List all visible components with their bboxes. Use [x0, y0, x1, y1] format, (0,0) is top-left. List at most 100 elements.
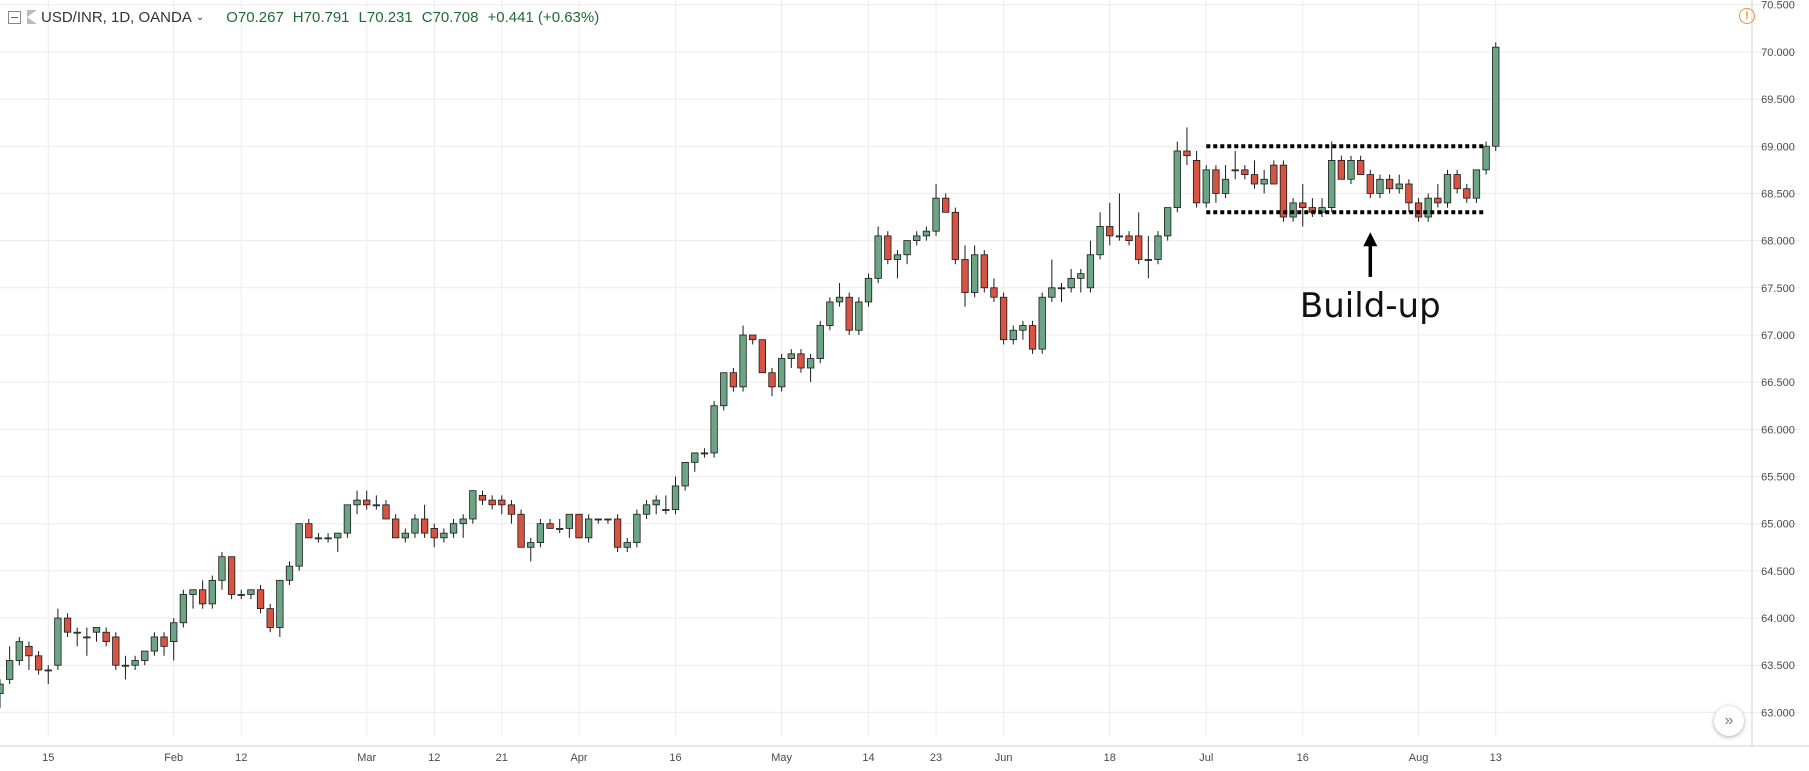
price-tick-label: 66.000: [1761, 424, 1795, 436]
candle-body: [343, 504, 352, 534]
candle-body: [806, 358, 815, 369]
candle: [913, 231, 921, 246]
candle-body: [1463, 188, 1471, 199]
candle-body: [131, 660, 139, 666]
warning-icon[interactable]: !: [1739, 8, 1755, 24]
candle-body: [662, 509, 670, 511]
candle-body: [594, 518, 602, 521]
candle-body: [112, 636, 120, 666]
candle: [227, 556, 236, 600]
candle-body: [92, 627, 101, 633]
candle-body: [797, 353, 805, 369]
candle: [189, 589, 197, 609]
candle-body: [1067, 277, 1075, 289]
candle: [1405, 179, 1413, 213]
candle-body: [1482, 145, 1490, 171]
candle-body: [430, 528, 438, 539]
candle-body: [121, 664, 130, 667]
candle-body: [546, 523, 554, 529]
candle-body: [1183, 150, 1191, 157]
candle-body: [469, 490, 477, 520]
candle: [749, 334, 757, 345]
candle-body: [411, 518, 419, 534]
candle: [1115, 193, 1124, 241]
candle: [1231, 150, 1239, 180]
candle: [893, 250, 902, 279]
candle: [1328, 141, 1336, 213]
candle-body: [198, 589, 207, 605]
candle: [1424, 193, 1432, 222]
candle-body: [739, 334, 747, 388]
candle-body: [700, 452, 709, 455]
low-value: L70.231: [358, 8, 413, 26]
candle: [1077, 268, 1085, 293]
candle-body: [1405, 183, 1413, 204]
candle-body: [44, 669, 52, 672]
chevron-down-icon[interactable]: ⌄: [195, 11, 205, 23]
candle-body: [913, 235, 921, 242]
candle-body: [507, 504, 516, 515]
price-tick-label: 67.000: [1761, 330, 1795, 342]
high-value: H70.791: [292, 8, 350, 26]
collapse-icon[interactable]: [8, 10, 21, 24]
candle-body: [218, 556, 226, 581]
candle: [1019, 320, 1027, 340]
candle: [662, 495, 670, 515]
candle-body: [305, 523, 313, 539]
time-tick-label: Aug: [1409, 752, 1429, 764]
candle: [488, 495, 496, 510]
candle-body: [160, 636, 168, 647]
candle-body: [1173, 150, 1181, 208]
candle: [305, 518, 313, 539]
symbol-label[interactable]: USD/INR, 1D, OANDA: [41, 8, 192, 26]
candle-body: [1289, 202, 1297, 218]
candle: [1241, 165, 1249, 180]
candle: [652, 495, 660, 515]
candle-body: [1231, 169, 1239, 172]
candle: [594, 518, 602, 524]
time-tick-label: 16: [669, 752, 681, 764]
candle-body: [1337, 160, 1345, 180]
time-tick-label: 12: [235, 752, 247, 764]
candle: [1250, 160, 1259, 189]
change-value: +0.441 (+0.63%): [487, 8, 600, 26]
candle: [1057, 283, 1066, 302]
price-tick-label: 63.500: [1761, 660, 1795, 672]
price-axis: 63.000 63.500 64.000 64.500 65.000 65.500 66.0…: [1751, 0, 1795, 746]
candle-body: [1057, 287, 1066, 290]
candle-body: [478, 494, 487, 501]
candle-body: [0, 683, 4, 694]
candle: [1212, 165, 1220, 203]
candle: [575, 513, 583, 539]
candle-body: [1221, 178, 1230, 194]
candle: [971, 245, 979, 298]
scroll-to-realtime-button[interactable]: »: [1714, 706, 1744, 736]
candle-body: [391, 518, 400, 539]
candle: [25, 641, 33, 670]
candle-body: [1443, 174, 1452, 204]
build-up-annotation-label: Build-up: [1300, 286, 1441, 326]
candle: [295, 523, 303, 571]
chart-annotations: Build-up: [1206, 144, 1487, 326]
candle: [63, 613, 72, 637]
candle-body: [874, 235, 882, 279]
candle: [961, 245, 969, 307]
candle: [266, 603, 274, 633]
candle: [903, 240, 911, 265]
candle: [768, 368, 776, 397]
candle-body: [1019, 325, 1027, 331]
candle: [102, 627, 110, 647]
candle: [633, 509, 641, 548]
candle: [710, 401, 718, 458]
candle: [536, 518, 545, 548]
candle: [1434, 184, 1442, 208]
candle-body: [835, 296, 844, 303]
candle-body: [758, 339, 766, 374]
candle: [922, 226, 931, 241]
price-tick-label: 68.000: [1761, 236, 1795, 248]
candle-body: [1135, 235, 1143, 260]
time-tick-label: Feb: [164, 752, 183, 764]
candle-body: [1212, 169, 1220, 194]
time-tick-label: 14: [862, 752, 874, 764]
